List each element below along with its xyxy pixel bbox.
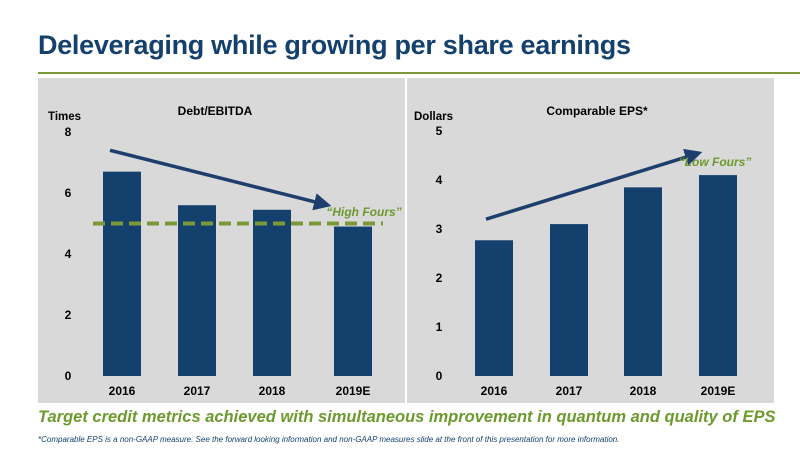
annotation-label: “High Fours” xyxy=(326,205,401,219)
debt-ebitda-chart: Debt/EBITDA Times 0 2 4 6 8 2016 2017 2018 2019E “H… xyxy=(48,104,402,398)
tagline: Target credit metrics achieved with simu… xyxy=(38,408,776,426)
trend-arrow xyxy=(109,148,332,211)
y-tick-label: 2 xyxy=(65,308,72,322)
bar-2017 xyxy=(550,224,588,376)
y-tick-label: 3 xyxy=(436,222,443,236)
y-tick-label: 4 xyxy=(65,247,72,261)
comparable-eps-chart: Comparable EPS* Dollars 0 1 2 3 4 5 2016 2017 2018… xyxy=(414,104,752,398)
title-divider xyxy=(38,72,800,74)
y-tick-label: 4 xyxy=(436,173,443,187)
y-axis-label: Times xyxy=(48,111,81,123)
x-tick-label: 2018 xyxy=(259,384,286,398)
x-tick-label: 2016 xyxy=(481,384,508,398)
x-tick-label: 2017 xyxy=(184,384,211,398)
comparable-eps-panel: Comparable EPS* Dollars 0 1 2 3 4 5 2016 2017 2018… xyxy=(405,78,774,403)
x-tick-label: 2019E xyxy=(701,384,736,398)
x-tick-label: 2016 xyxy=(109,384,136,398)
y-tick-label: 0 xyxy=(65,369,72,383)
annotation-label: “Low Fours” xyxy=(679,155,752,169)
x-tick-label: 2019E xyxy=(336,384,371,398)
chart-title: Debt/EBITDA xyxy=(178,104,253,118)
footnote: *Comparable EPS is a non-GAAP measure. S… xyxy=(38,435,620,444)
bar-2019e xyxy=(699,175,737,376)
y-tick-label: 2 xyxy=(436,271,443,285)
y-tick-label: 8 xyxy=(65,125,72,139)
x-tick-label: 2017 xyxy=(556,384,583,398)
chart-title: Comparable EPS* xyxy=(546,104,648,118)
bar-2018 xyxy=(624,187,662,376)
bar-2017 xyxy=(178,205,216,376)
x-tick-label: 2018 xyxy=(630,384,657,398)
bar-2018 xyxy=(253,209,291,376)
y-tick-label: 1 xyxy=(436,320,443,334)
debt-ebitda-panel: Debt/EBITDA Times 0 2 4 6 8 2016 2017 2018 2019E “H… xyxy=(38,78,405,403)
y-tick-label: 5 xyxy=(436,124,443,138)
bar-2016 xyxy=(103,171,141,376)
bar-2019e xyxy=(334,226,372,376)
bar-2016 xyxy=(475,240,513,376)
y-axis-label: Dollars xyxy=(414,111,453,123)
y-tick-label: 6 xyxy=(65,186,72,200)
y-tick-label: 0 xyxy=(436,369,443,383)
trend-arrow xyxy=(485,148,703,221)
page-title: Deleveraging while growing per share ear… xyxy=(38,30,631,60)
